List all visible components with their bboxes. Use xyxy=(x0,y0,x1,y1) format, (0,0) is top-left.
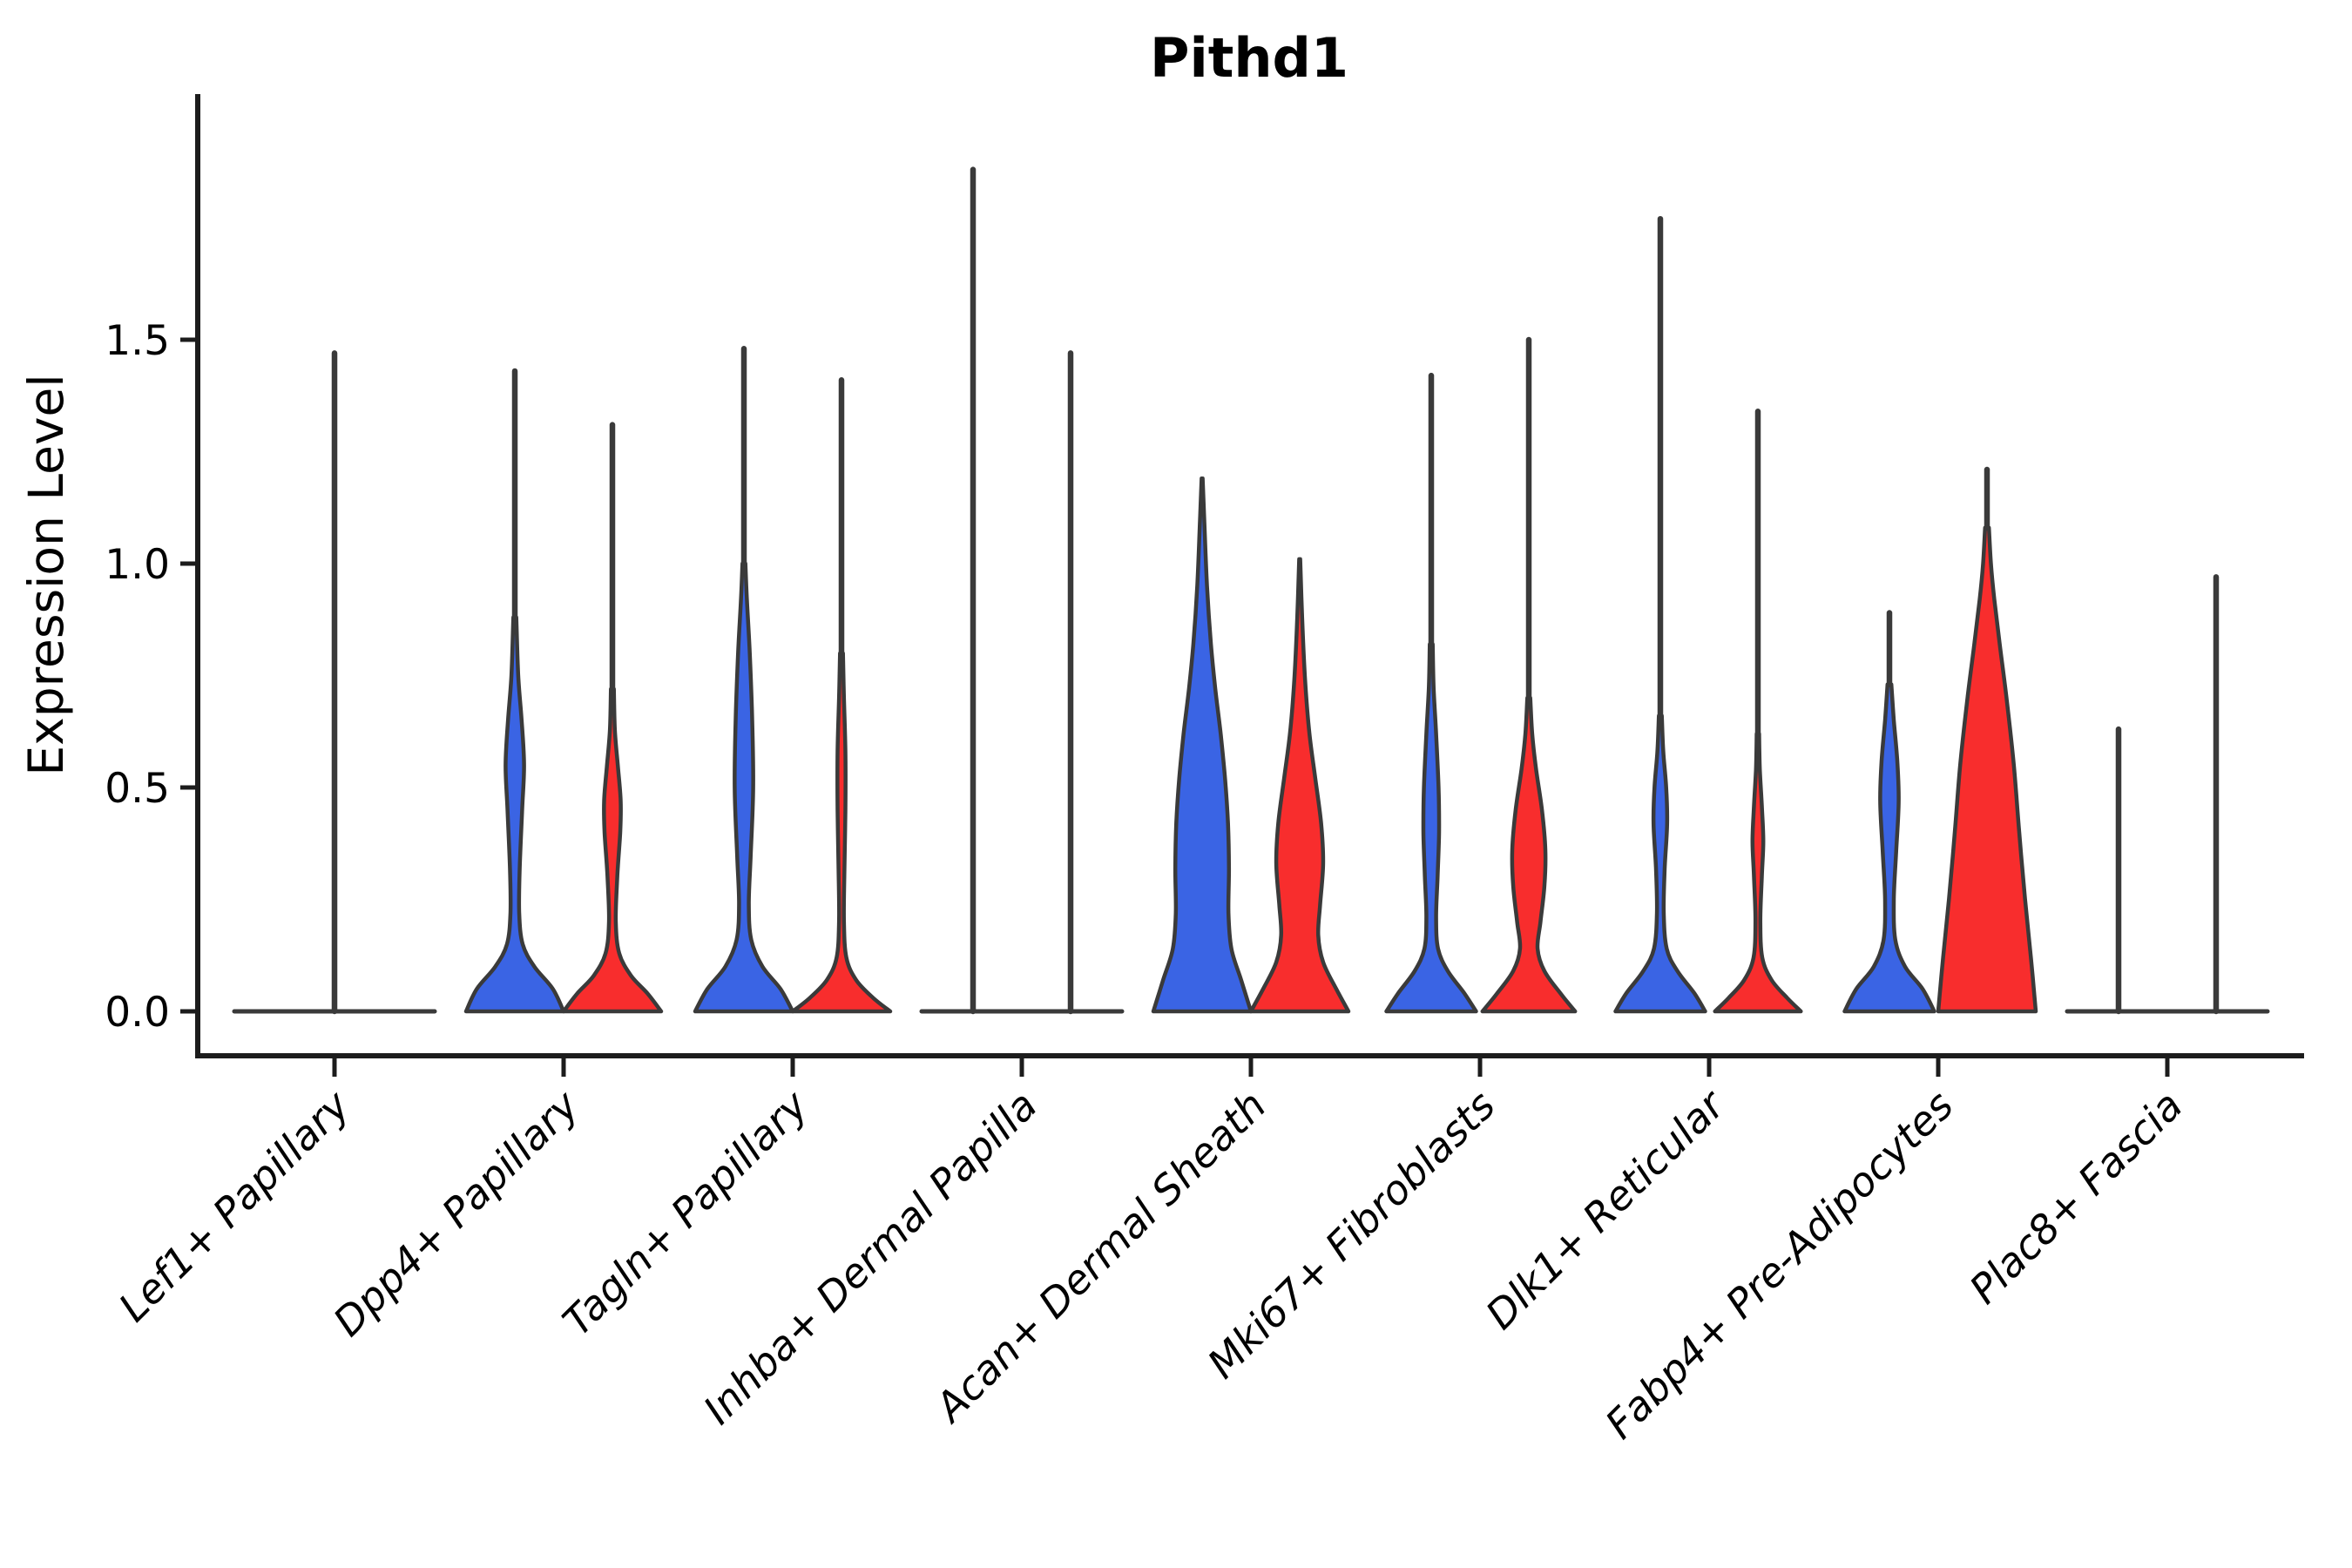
violin-red xyxy=(790,651,893,1014)
violin-red xyxy=(1248,557,1351,1014)
x-tick-label: Dlk1+ Reticular xyxy=(1477,1079,1735,1338)
violin-blue xyxy=(1613,713,1707,1014)
violin-blue xyxy=(693,561,795,1014)
violin-blue xyxy=(1842,682,1936,1014)
violin-red xyxy=(1936,525,2038,1014)
violin-red xyxy=(1713,732,1803,1014)
violin-red xyxy=(561,686,664,1014)
violin-blue xyxy=(1384,642,1478,1014)
x-tick-label: Lef1+ Papillary xyxy=(110,1081,359,1330)
y-axis-label: Expression Level xyxy=(18,374,74,775)
y-tick-label: 1.5 xyxy=(105,317,170,365)
y-tick-label: 1.0 xyxy=(105,541,170,589)
y-tick-label: 0.5 xyxy=(105,765,170,813)
chart-title: Pithd1 xyxy=(1150,26,1348,90)
x-tick-label: Tagln+ Papillary xyxy=(553,1081,817,1345)
y-tick-label: 0.0 xyxy=(105,989,170,1037)
x-tick-label: Dpp4+ Papillary xyxy=(324,1081,588,1345)
violin-blue xyxy=(463,615,566,1014)
violin-red xyxy=(1480,695,1578,1014)
x-tick-label: Plac8+ Fascia xyxy=(1960,1082,2191,1313)
violin-blue xyxy=(1151,476,1254,1014)
